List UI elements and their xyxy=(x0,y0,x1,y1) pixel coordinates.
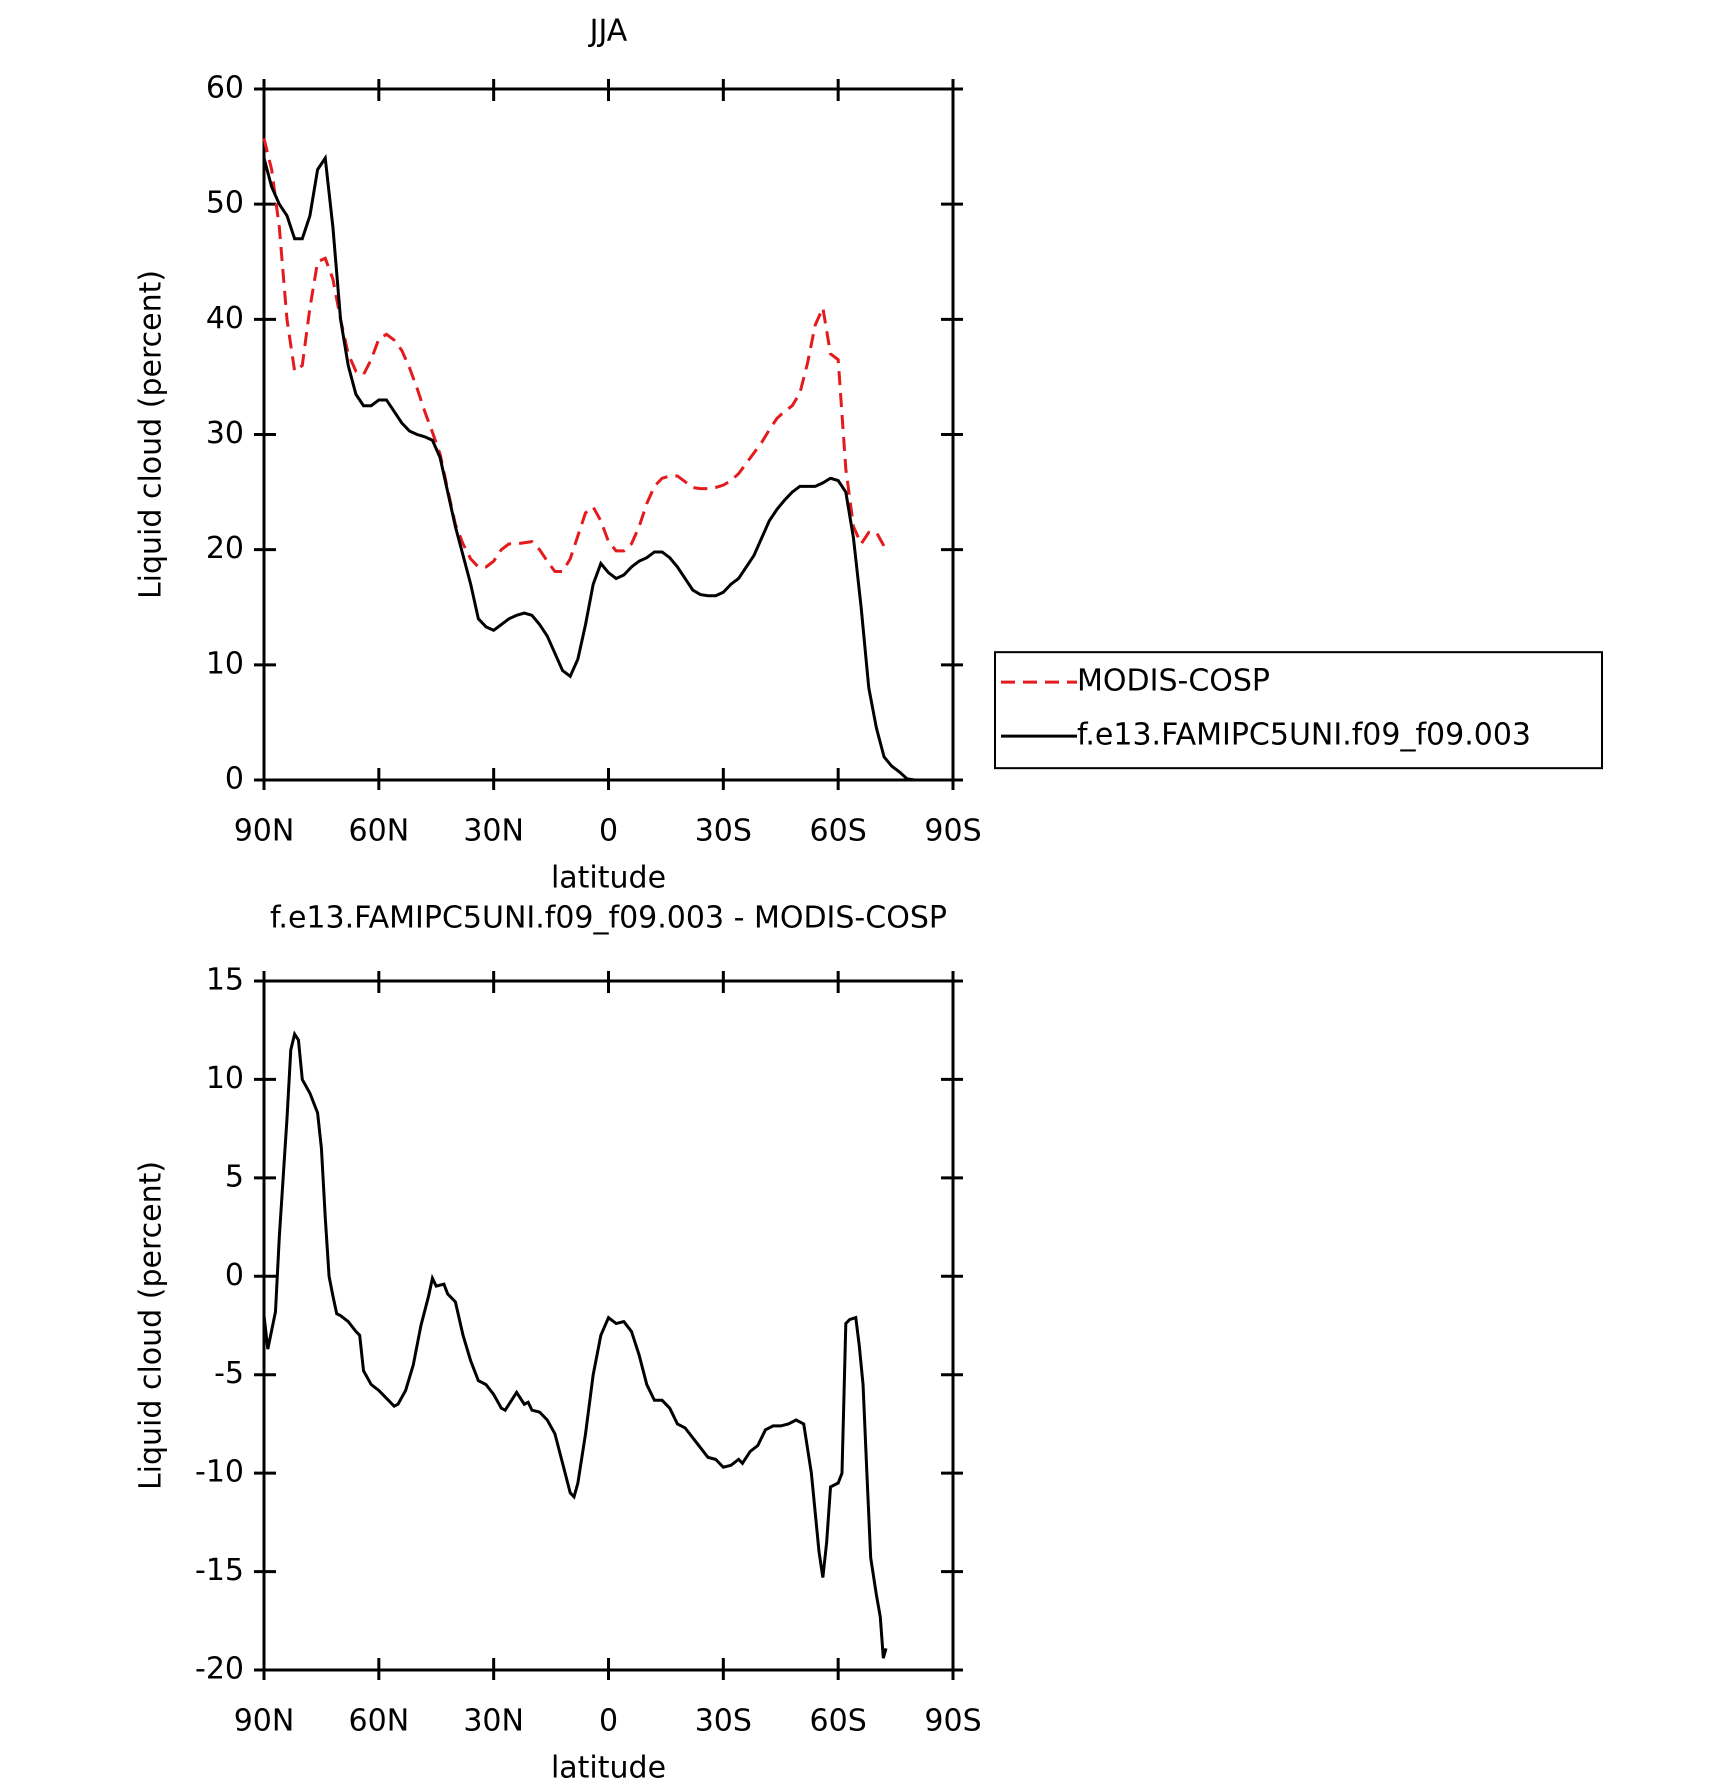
y-tick-label: 60 xyxy=(206,71,244,106)
x-tick-label: 90N xyxy=(234,1704,295,1739)
x-tick-label: 30S xyxy=(695,1704,752,1739)
x-tick-label: 30N xyxy=(463,814,524,849)
legend-label: MODIS-COSP xyxy=(1077,664,1270,699)
y-axis-label: Liquid cloud (percent) xyxy=(134,1161,169,1490)
x-tick-label: 30S xyxy=(695,814,752,849)
y-tick-label: 40 xyxy=(206,301,244,336)
legend-label: f.e13.FAMIPC5UNI.f09_f09.003 xyxy=(1077,718,1531,753)
x-tick-label: 60S xyxy=(810,814,867,849)
data-line xyxy=(262,138,886,574)
x-tick-label: 90N xyxy=(234,814,295,849)
y-tick-label: 20 xyxy=(206,531,244,566)
x-tick-label: 0 xyxy=(599,1704,618,1739)
y-tick-label: 0 xyxy=(225,762,244,797)
x-tick-label: 90S xyxy=(924,1704,981,1739)
x-axis-label: latitude xyxy=(551,861,666,896)
y-tick-label: 50 xyxy=(206,186,244,221)
y-tick-label: -15 xyxy=(195,1553,244,1588)
plot-frame xyxy=(262,979,955,1672)
y-tick-label: 10 xyxy=(206,1061,244,1096)
x-tick-label: 90S xyxy=(924,814,981,849)
x-tick-label: 30N xyxy=(463,1704,524,1739)
y-tick-label: -5 xyxy=(214,1356,244,1391)
plot-frame xyxy=(262,87,955,782)
y-tick-label: 15 xyxy=(206,963,244,998)
chart-title: f.e13.FAMIPC5UNI.f09_f09.003 - MODIS-COS… xyxy=(270,901,947,936)
y-tick-label: 30 xyxy=(206,416,244,451)
y-tick-label: 5 xyxy=(225,1159,244,1194)
legend-box xyxy=(994,651,1603,770)
y-tick-label: 0 xyxy=(225,1258,244,1293)
x-tick-label: 60S xyxy=(810,1704,867,1739)
data-line xyxy=(262,153,915,782)
x-tick-label: 60N xyxy=(349,1704,410,1739)
x-tick-label: 60N xyxy=(349,814,410,849)
x-tick-label: 0 xyxy=(599,814,618,849)
chart-title: JJA xyxy=(588,14,628,49)
y-tick-label: 10 xyxy=(206,646,244,681)
x-axis-label: latitude xyxy=(551,1751,666,1786)
y-tick-label: -10 xyxy=(195,1455,244,1490)
y-axis-label: Liquid cloud (percent) xyxy=(134,270,169,599)
data-line xyxy=(262,1030,888,1659)
y-tick-label: -20 xyxy=(195,1652,244,1687)
